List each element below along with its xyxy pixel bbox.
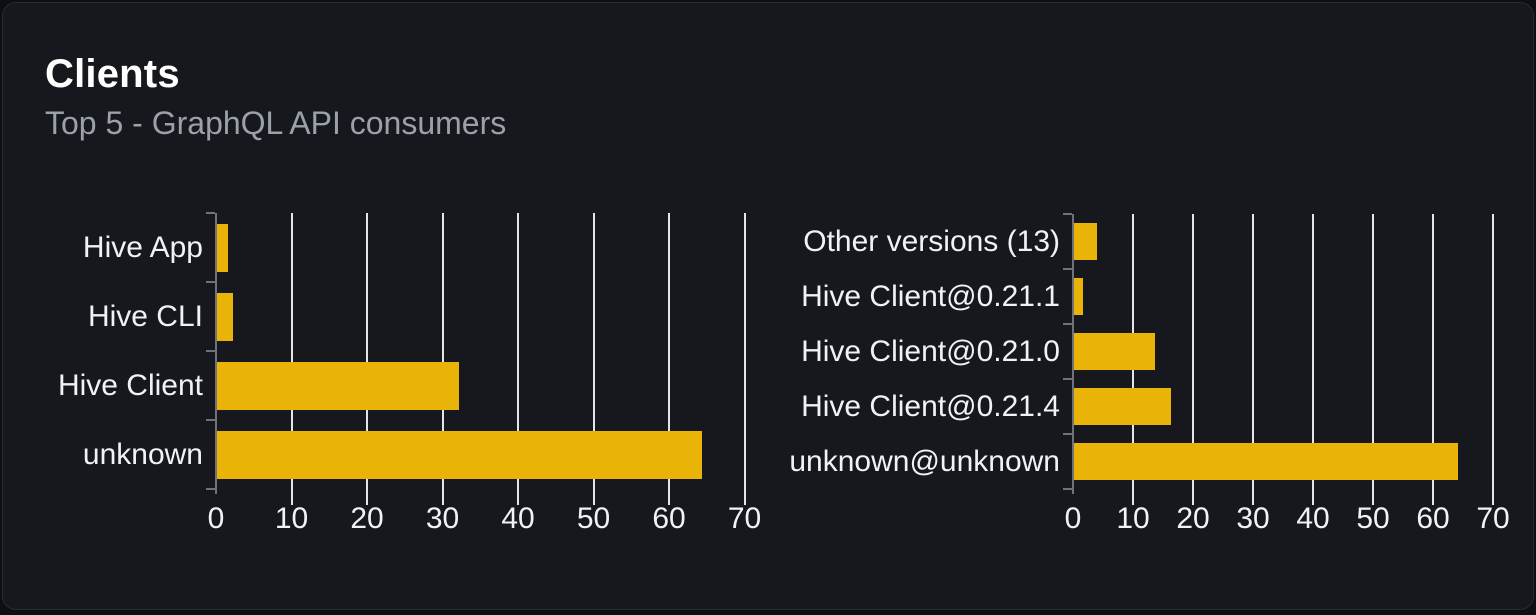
x-tick-label: 20: [350, 502, 384, 535]
gridline-50: [592, 213, 595, 505]
gridline-20: [1192, 214, 1194, 505]
x-tick-label: 60: [1416, 502, 1450, 535]
gridline-40: [1312, 214, 1314, 505]
category-label-hive-client-0-21-4: Hive Client@0.21.4: [801, 389, 1060, 423]
bar-hive-app: [217, 223, 228, 272]
category-label-unknown-unknown: unknown@unknown: [789, 444, 1060, 478]
gridline-50: [1372, 214, 1374, 505]
y-axis-line: [1072, 214, 1074, 494]
y-axis-tick: [206, 419, 215, 421]
gridline-10: [290, 213, 293, 505]
gridline-60: [1432, 214, 1434, 505]
gridline-60: [668, 213, 670, 505]
x-tick-label: 70: [1476, 502, 1510, 535]
category-label-hive-client: Hive Client: [57, 368, 203, 402]
bar-hive-cli: [217, 292, 233, 341]
category-label-unknown: unknown: [82, 437, 203, 471]
gridline-20: [366, 213, 368, 505]
x-tick-label: 70: [727, 502, 762, 535]
bar-unknown: [217, 430, 703, 479]
bar-unknown-unknown: [1074, 443, 1458, 480]
card-subtitle: Top 5 - GraphQL API consumers: [45, 105, 507, 141]
category-label-hive-client-0-21-0: Hive Client@0.21.0: [801, 334, 1060, 368]
x-tick-label: 50: [576, 502, 611, 535]
bar-other-versions-13: [1074, 223, 1098, 260]
x-tick-label: 0: [207, 502, 225, 535]
x-tick-label: 20: [1176, 502, 1210, 535]
x-tick-label: 50: [1356, 502, 1390, 535]
y-axis-tick: [1063, 488, 1072, 490]
x-tick-label: 10: [1116, 502, 1150, 535]
x-tick-label: 60: [652, 502, 686, 535]
x-tick-label: 40: [1296, 502, 1330, 535]
y-axis-tick: [206, 488, 215, 490]
gridline-30: [441, 213, 444, 505]
y-axis-line: [215, 213, 217, 494]
category-label-other-versions-13: Other versions (13): [803, 224, 1060, 258]
category-label-hive-client-0-21-1: Hive Client@0.21.1: [801, 279, 1060, 313]
y-axis-tick: [1063, 378, 1072, 380]
gridline-40: [517, 213, 519, 505]
gridline-70: [743, 213, 746, 505]
clients-bar-chart: 0 10 20 30 40 50 60 70 Hive App Hive CLI Hive Clie…: [3, 3, 1536, 615]
card-title: Clients: [45, 52, 180, 96]
y-axis-tick: [1063, 323, 1072, 325]
x-tick-label: 30: [1236, 502, 1270, 535]
y-axis-tick: [206, 281, 215, 283]
category-label-hive-app: Hive App: [82, 230, 203, 264]
y-axis-tick: [206, 350, 215, 352]
y-axis-tick: [1063, 213, 1072, 215]
y-axis-tick: [206, 212, 215, 214]
x-tick-label: 0: [1064, 502, 1082, 535]
gridline-30: [1252, 214, 1254, 505]
bar-hive-client-0-21-0: [1074, 333, 1155, 370]
y-axis-tick: [1063, 268, 1072, 270]
gridline-70: [1492, 214, 1494, 505]
category-label-hive-cli: Hive CLI: [87, 299, 203, 333]
y-axis-tick: [1063, 433, 1072, 435]
x-tick-label: 30: [425, 502, 460, 535]
client-versions-bar-chart: 0 10 20 30 40 50 60 70 Other versions (13) Hive C…: [3, 3, 1536, 615]
gridline-10: [1132, 214, 1134, 505]
x-tick-label: 10: [274, 502, 309, 535]
bar-hive-client: [217, 361, 459, 410]
bar-hive-client-0-21-4: [1074, 388, 1171, 425]
x-tick-label: 40: [501, 502, 535, 535]
bar-hive-client-0-21-1: [1074, 278, 1083, 315]
